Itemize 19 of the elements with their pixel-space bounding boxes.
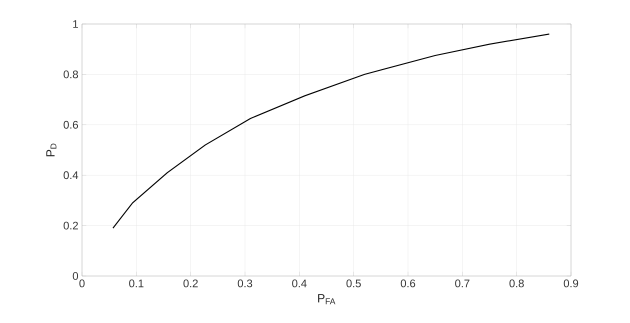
x-tick-label: 0.2 [183, 280, 198, 288]
x-tick-label: 0.9 [564, 280, 578, 288]
y-tick-label: 0 [72, 272, 78, 280]
x-tick-label: 0.3 [238, 280, 252, 288]
line-series [112, 34, 550, 229]
x-tick-label: 0.7 [455, 280, 470, 288]
x-tick-label: 0.6 [400, 280, 416, 288]
y-tick-label: 1 [73, 20, 78, 28]
x-tick-label: 0.1 [129, 280, 144, 288]
x-tick-label: 0.8 [509, 280, 524, 288]
y-tick-label: 0.8 [64, 70, 78, 78]
y-tick-label: 0.4 [64, 171, 78, 180]
x-tick-label: 0.5 [346, 280, 361, 288]
y-tick-label: 0.6 [64, 120, 78, 129]
y-tick-label: 0.2 [64, 222, 78, 230]
x-tick-label: 0.4 [292, 280, 307, 288]
y-axis-title: P$_{D}$ [46, 144, 56, 156]
x-axis-title: P$_{FA}$ [318, 294, 336, 304]
x-tick-label: 0 [79, 280, 85, 288]
